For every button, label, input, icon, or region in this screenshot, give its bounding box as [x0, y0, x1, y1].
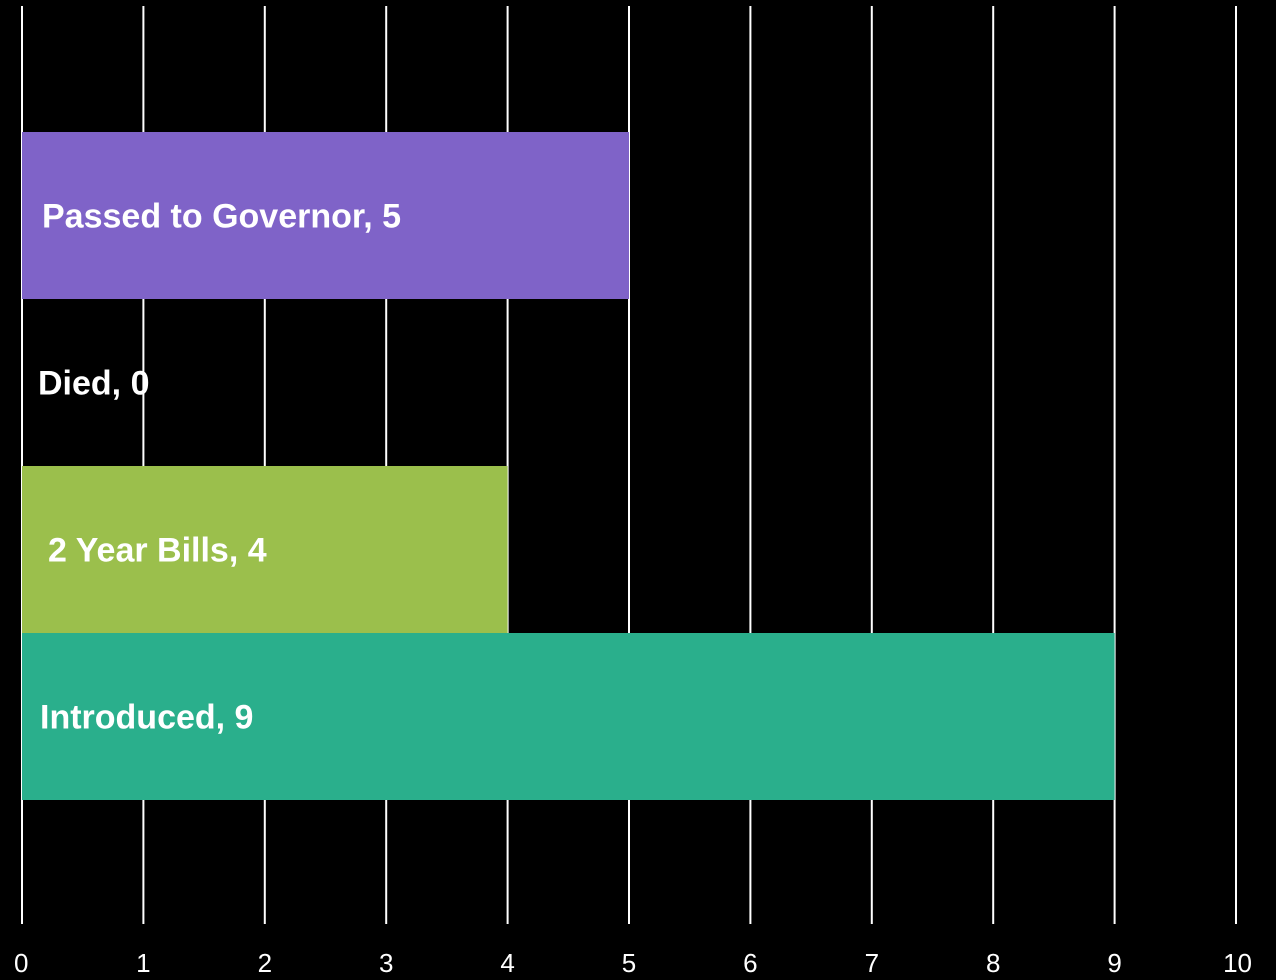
bar-introduced [22, 633, 1115, 800]
bar-2-year-bills [22, 466, 508, 633]
data-label-passed-to-governor: Passed to Governor, 5 [42, 198, 401, 236]
x-tick-label-10: 10 [1223, 948, 1252, 978]
x-tick-label-7: 7 [865, 948, 879, 978]
x-tick-label-0: 0 [14, 948, 28, 978]
x-tick-label-1: 1 [136, 948, 150, 978]
data-label-2-year-bills: 2 Year Bills, 4 [48, 532, 267, 570]
x-tick-label-9: 9 [1107, 948, 1121, 978]
x-axis-ticks: 0 1 2 3 4 5 6 7 8 9 10 [14, 948, 1252, 978]
x-tick-label-4: 4 [500, 948, 514, 978]
x-tick-label-8: 8 [986, 948, 1000, 978]
x-tick-label-3: 3 [379, 948, 393, 978]
x-tick-label-2: 2 [258, 948, 272, 978]
bar-passed-to-governor [22, 132, 629, 299]
x-tick-label-5: 5 [622, 948, 636, 978]
data-label-died: Died, 0 [38, 365, 149, 403]
data-label-introduced: Introduced, 9 [40, 699, 253, 737]
x-tick-label-6: 6 [743, 948, 757, 978]
bars [22, 132, 1115, 800]
bar-labels: Introduced, 9 2 Year Bills, 4 Died, 0 Passe… [38, 198, 401, 737]
